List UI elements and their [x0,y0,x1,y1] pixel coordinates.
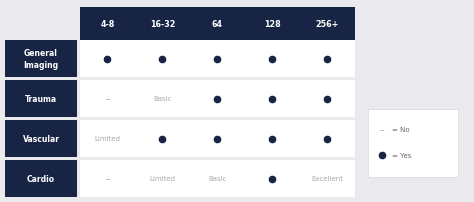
Bar [5,81,77,117]
Text: = Yes: = Yes [392,152,411,158]
Bar [80,8,355,41]
Text: Basic: Basic [153,96,172,102]
Bar [80,160,355,197]
Text: = No: = No [392,126,410,132]
Bar [5,160,77,197]
Bar [5,120,77,157]
Bar [80,120,355,157]
Text: Vascular: Vascular [22,134,60,143]
Text: Limited: Limited [94,136,120,142]
Text: –: – [105,174,110,184]
Text: 4-8: 4-8 [100,20,115,29]
Text: General
Imaging: General Imaging [23,49,59,69]
Text: 64: 64 [212,20,223,29]
Text: Basic: Basic [208,176,227,182]
Bar [80,81,355,117]
Bar [80,41,355,78]
Text: Trauma: Trauma [25,95,57,103]
Text: 128: 128 [264,20,281,29]
Text: –: – [105,94,110,104]
Text: –: – [380,124,384,134]
Bar [5,41,77,78]
Text: Cardio: Cardio [27,174,55,183]
Text: 256+: 256+ [316,20,339,29]
Text: Excellent: Excellent [311,176,344,182]
Text: Limited: Limited [149,176,175,182]
Text: 16-32: 16-32 [150,20,175,29]
Bar [368,109,458,177]
